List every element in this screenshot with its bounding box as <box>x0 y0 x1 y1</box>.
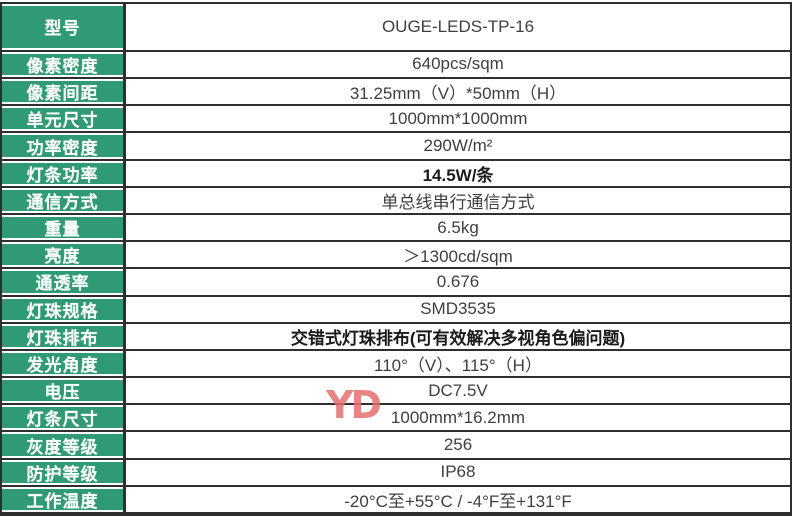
table-row: 灰度等级 256 <box>2 432 790 460</box>
spec-label: 通信方式 <box>2 187 126 213</box>
table-row: 单元尺寸 1000mm*1000mm <box>2 106 790 134</box>
spec-label: 工作温度 <box>2 486 126 513</box>
table-row: 灯条功率 14.5W/条 <box>2 160 790 188</box>
spec-value: DC7.5V <box>126 378 790 404</box>
spec-value: IP68 <box>126 459 790 485</box>
spec-value: 1000mm*16.2mm <box>126 405 790 431</box>
spec-value: 14.5W/条 <box>126 160 790 186</box>
spec-label: 通透率 <box>2 269 126 295</box>
spec-value: ＞1300cd/sqm <box>126 242 790 268</box>
spec-label: 亮度 <box>2 242 126 268</box>
spec-value: 256 <box>126 432 790 458</box>
spec-table: 型号 OUGE-LEDS-TP-16 像素密度 640pcs/sqm 像素间距 … <box>0 2 792 516</box>
spec-label: 像素密度 <box>2 51 126 78</box>
spec-value: 0.676 <box>126 269 790 295</box>
table-row: 型号 OUGE-LEDS-TP-16 <box>2 4 790 52</box>
table-row: 工作温度 -20°C至+55°C / -4°F至+131°F <box>2 486 790 515</box>
spec-value: 1000mm*1000mm <box>126 106 790 132</box>
spec-value: 640pcs/sqm <box>126 51 790 78</box>
table-row: 灯珠排布 交错式灯珠排布(可有效解决多视角色偏问题) <box>2 323 790 351</box>
table-row: 通透率 0.676 <box>2 269 790 297</box>
table-row: 通信方式 单总线串行通信方式 <box>2 187 790 215</box>
spec-label: 灯条功率 <box>2 160 126 186</box>
spec-value: 6.5kg <box>126 214 790 241</box>
table-row: 重量 6.5kg <box>2 214 790 243</box>
spec-value: OUGE-LEDS-TP-16 <box>126 4 790 50</box>
spec-label: 重量 <box>2 214 126 241</box>
table-row: 像素密度 640pcs/sqm <box>2 51 790 80</box>
table-row: 功率密度 290W/m² <box>2 133 790 161</box>
spec-label: 型号 <box>2 4 126 50</box>
spec-label: 防护等级 <box>2 459 126 485</box>
spec-value: 110°（V）、115°（H） <box>126 350 790 377</box>
spec-label: 像素间距 <box>2 79 126 105</box>
spec-value: 290W/m² <box>126 133 790 159</box>
spec-label: 单元尺寸 <box>2 106 126 132</box>
spec-value: -20°C至+55°C / -4°F至+131°F <box>126 486 790 513</box>
spec-value: 31.25mm（V）*50mm（H） <box>126 79 790 105</box>
table-row: 像素间距 31.25mm（V）*50mm（H） <box>2 79 790 107</box>
table-row: 防护等级 IP68 <box>2 459 790 487</box>
spec-label: 灯条尺寸 <box>2 405 126 431</box>
spec-value: 单总线串行通信方式 <box>126 187 790 213</box>
spec-label: 电压 <box>2 378 126 404</box>
table-row: 亮度 ＞1300cd/sqm <box>2 242 790 270</box>
table-row: 发光角度 110°（V）、115°（H） <box>2 350 790 379</box>
spec-value: SMD3535 <box>126 296 790 322</box>
spec-value: 交错式灯珠排布(可有效解决多视角色偏问题) <box>126 323 790 349</box>
spec-label: 功率密度 <box>2 133 126 159</box>
spec-label: 灰度等级 <box>2 432 126 458</box>
spec-label: 发光角度 <box>2 350 126 377</box>
table-row: 灯条尺寸 1000mm*16.2mm <box>2 405 790 433</box>
spec-label: 灯珠排布 <box>2 323 126 349</box>
table-row: 灯珠规格 SMD3535 <box>2 296 790 324</box>
table-row: 电压 DC7.5V <box>2 378 790 406</box>
spec-label: 灯珠规格 <box>2 296 126 322</box>
